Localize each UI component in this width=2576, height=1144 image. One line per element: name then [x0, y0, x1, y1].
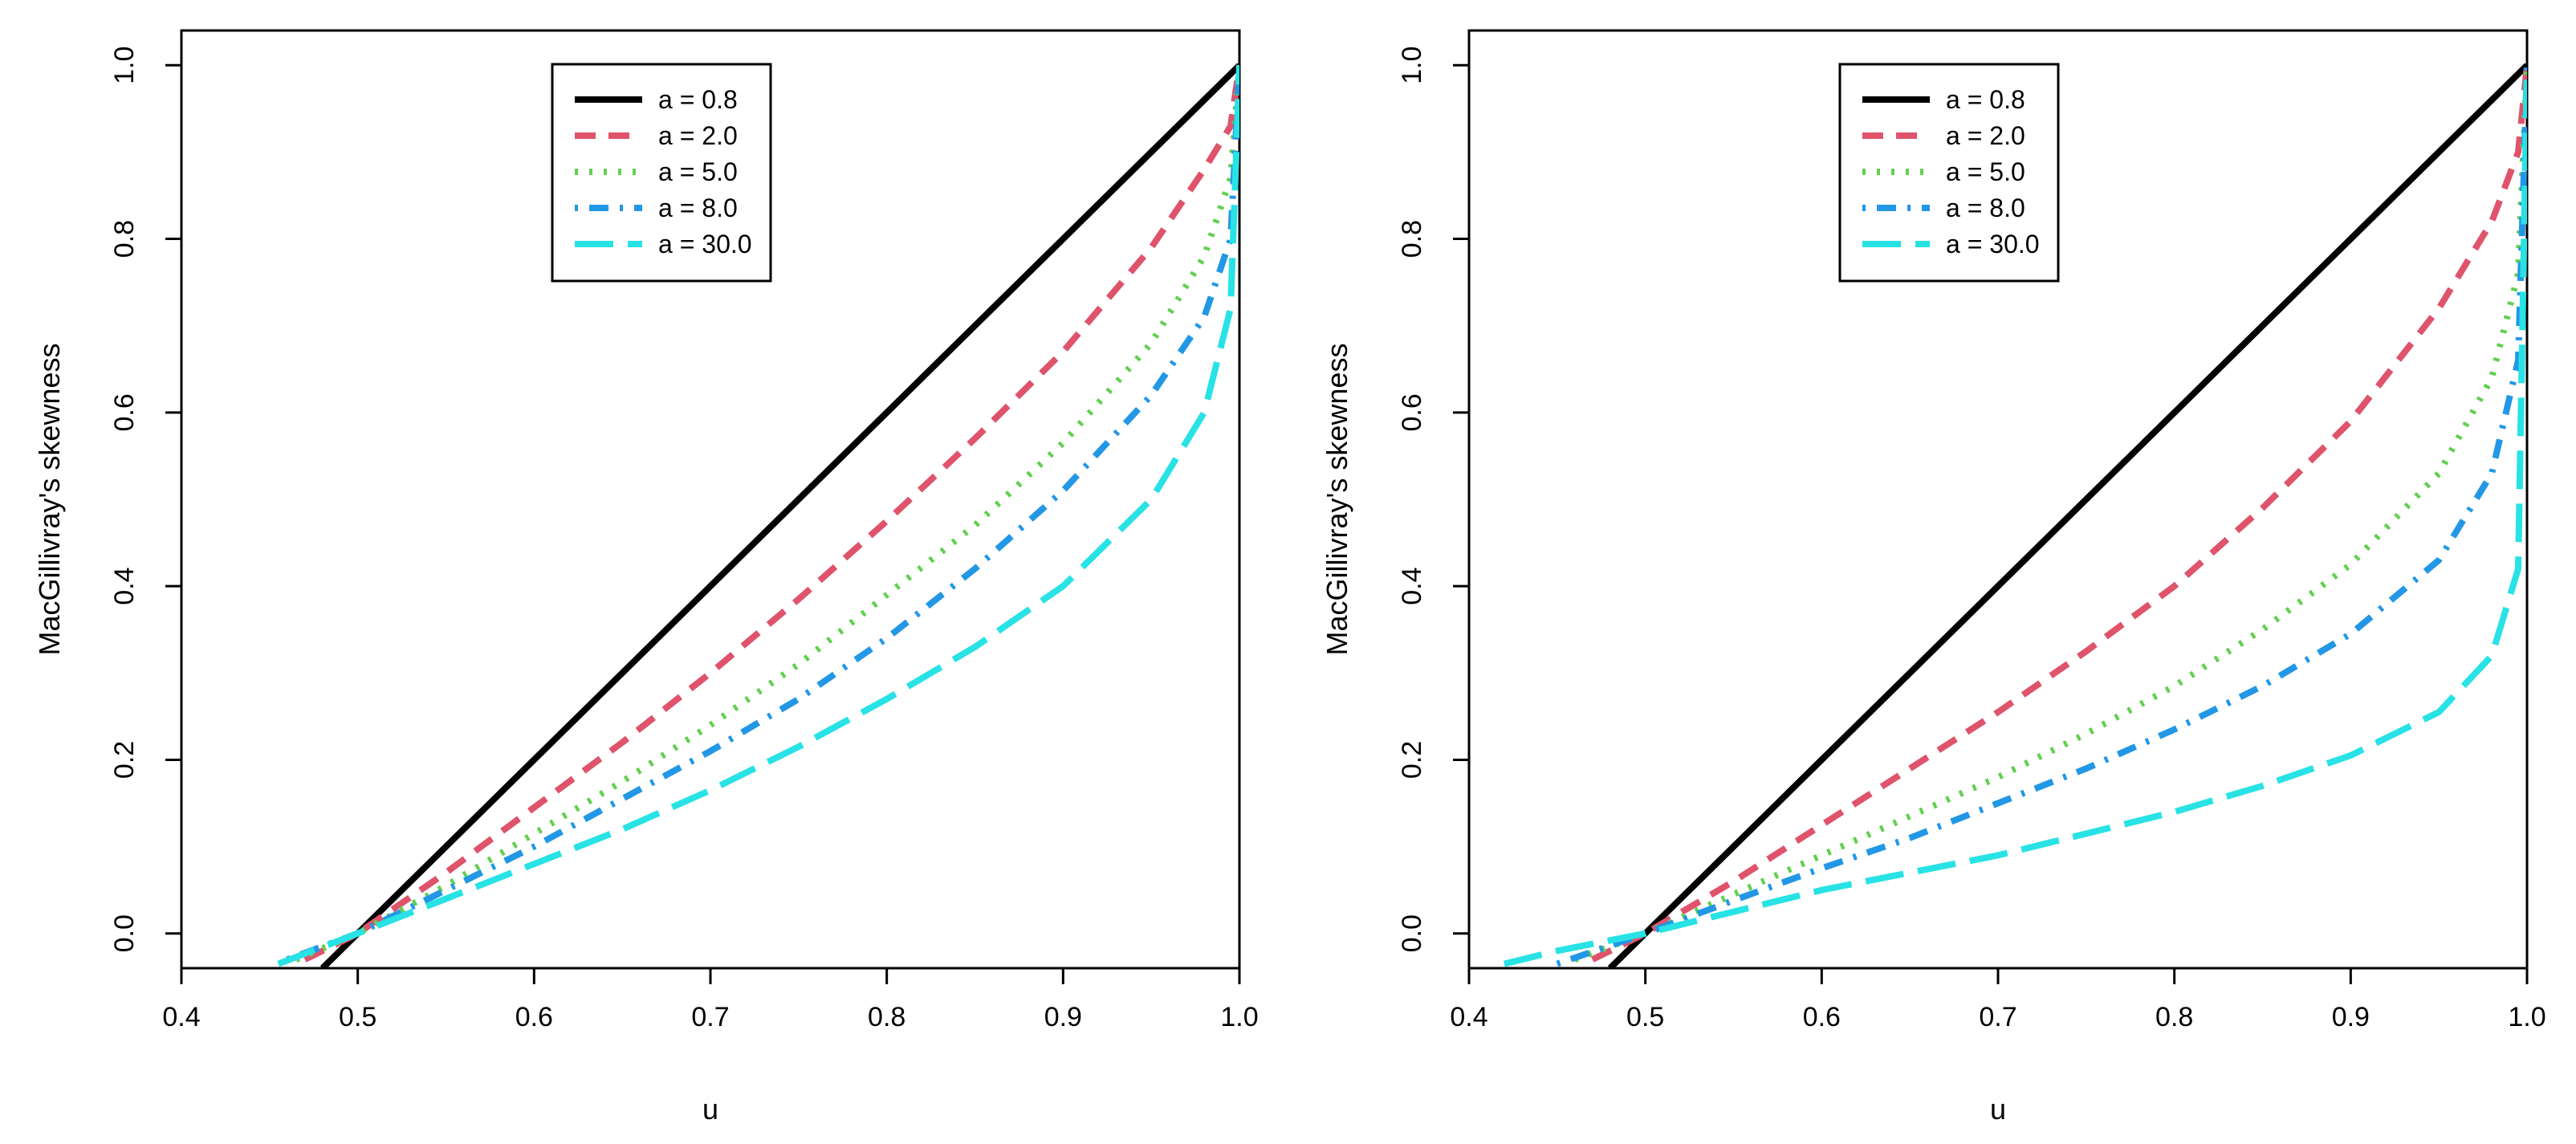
x-tick-label: 0.6	[1803, 1002, 1841, 1032]
chart-svg-left: 0.4 0.5 0.6 0.7 0.8 0.9 1.0 0.0 0.2 0.4 0.6 0.8 1.0 u…	[33, 29, 1259, 1126]
series-line-1	[319, 63, 1239, 968]
legend-label-4: a = 8.0	[658, 193, 738, 222]
y-tick-label: 0.4	[1397, 568, 1427, 605]
x-tick-label: 0.9	[1044, 1002, 1082, 1032]
series-line-5	[277, 65, 1239, 967]
series-line-2	[303, 64, 1239, 963]
legend-label-2: a = 2.0	[658, 121, 738, 150]
series-line-4	[1556, 65, 2527, 967]
legend-label-3: a = 5.0	[1946, 157, 2025, 186]
x-tick-label: 1.0	[2508, 1002, 2545, 1032]
x-tick-label: 0.5	[1626, 1002, 1664, 1032]
plot-root: 0.4 0.5 0.6 0.7 0.8 0.9 1.0 0.0 0.2 0.4 0.6 0.8 1.0 u…	[33, 29, 1259, 1126]
chart-panel-left: 0.4 0.5 0.6 0.7 0.8 0.9 1.0 0.0 0.2 0.4 0.6 0.8 1.0 u…	[33, 29, 1259, 1126]
x-tick-label: 0.5	[339, 1002, 376, 1032]
legend-label-4: a = 8.0	[1946, 193, 2025, 222]
x-tick-label: 0.9	[2332, 1002, 2370, 1032]
series-line-1	[1607, 63, 2527, 968]
chart-panel-right: 0.4 0.5 0.6 0.7 0.8 0.9 1.0 0.0 0.2 0.4 0.6 0.8 1.0 u…	[1288, 0, 2575, 1144]
legend-label-2: a = 2.0	[1946, 121, 2025, 150]
x-tick-label: 0.8	[2155, 1002, 2193, 1032]
plot-root: 0.4 0.5 0.6 0.7 0.8 0.9 1.0 0.0 0.2 0.4 0.6 0.8 1.0 u…	[1321, 29, 2546, 1126]
y-tick-label: 0.8	[1397, 220, 1427, 258]
x-tick-label: 0.7	[1979, 1002, 2016, 1032]
x-tick-label: 0.4	[162, 1002, 200, 1032]
x-tick-label: 0.4	[1450, 1002, 1487, 1032]
x-axis-title: u	[702, 1093, 718, 1126]
legend-label-5: a = 30.0	[1946, 230, 2040, 259]
series-line-5	[1503, 65, 2527, 967]
y-axis-title: MacGillivray's skewness	[1321, 344, 1353, 656]
y-tick-label: 0.0	[1397, 914, 1427, 952]
series-group	[1503, 63, 2527, 968]
y-tick-label: 0.6	[109, 393, 140, 431]
x-tick-label: 1.0	[1220, 1002, 1258, 1032]
y-tick-label: 0.6	[1397, 393, 1427, 431]
series-line-3	[1573, 65, 2527, 963]
chart-svg-right: 0.4 0.5 0.6 0.7 0.8 0.9 1.0 0.0 0.2 0.4 0.6 0.8 1.0 u…	[1321, 29, 2546, 1126]
y-tick-label: 0.8	[109, 220, 140, 258]
y-axis-title: MacGillivray's skewness	[33, 344, 66, 656]
series-group	[277, 63, 1239, 968]
series-line-2	[1591, 64, 2527, 963]
y-tick-label: 0.0	[109, 914, 140, 952]
y-tick-label: 1.0	[1397, 47, 1427, 84]
x-tick-label: 0.7	[691, 1002, 729, 1032]
y-tick-label: 0.4	[109, 568, 140, 605]
y-tick-label: 0.2	[1397, 741, 1427, 779]
x-axis-title: u	[1990, 1093, 2006, 1126]
x-tick-label: 0.6	[515, 1002, 553, 1032]
legend-label-3: a = 5.0	[658, 157, 738, 186]
legend-label-1: a = 0.8	[1946, 85, 2025, 114]
legend-label-1: a = 0.8	[658, 85, 738, 114]
y-tick-label: 0.2	[109, 741, 140, 779]
y-tick-label: 1.0	[109, 47, 140, 84]
x-tick-label: 0.8	[868, 1002, 905, 1032]
legend-label-5: a = 30.0	[658, 230, 752, 259]
